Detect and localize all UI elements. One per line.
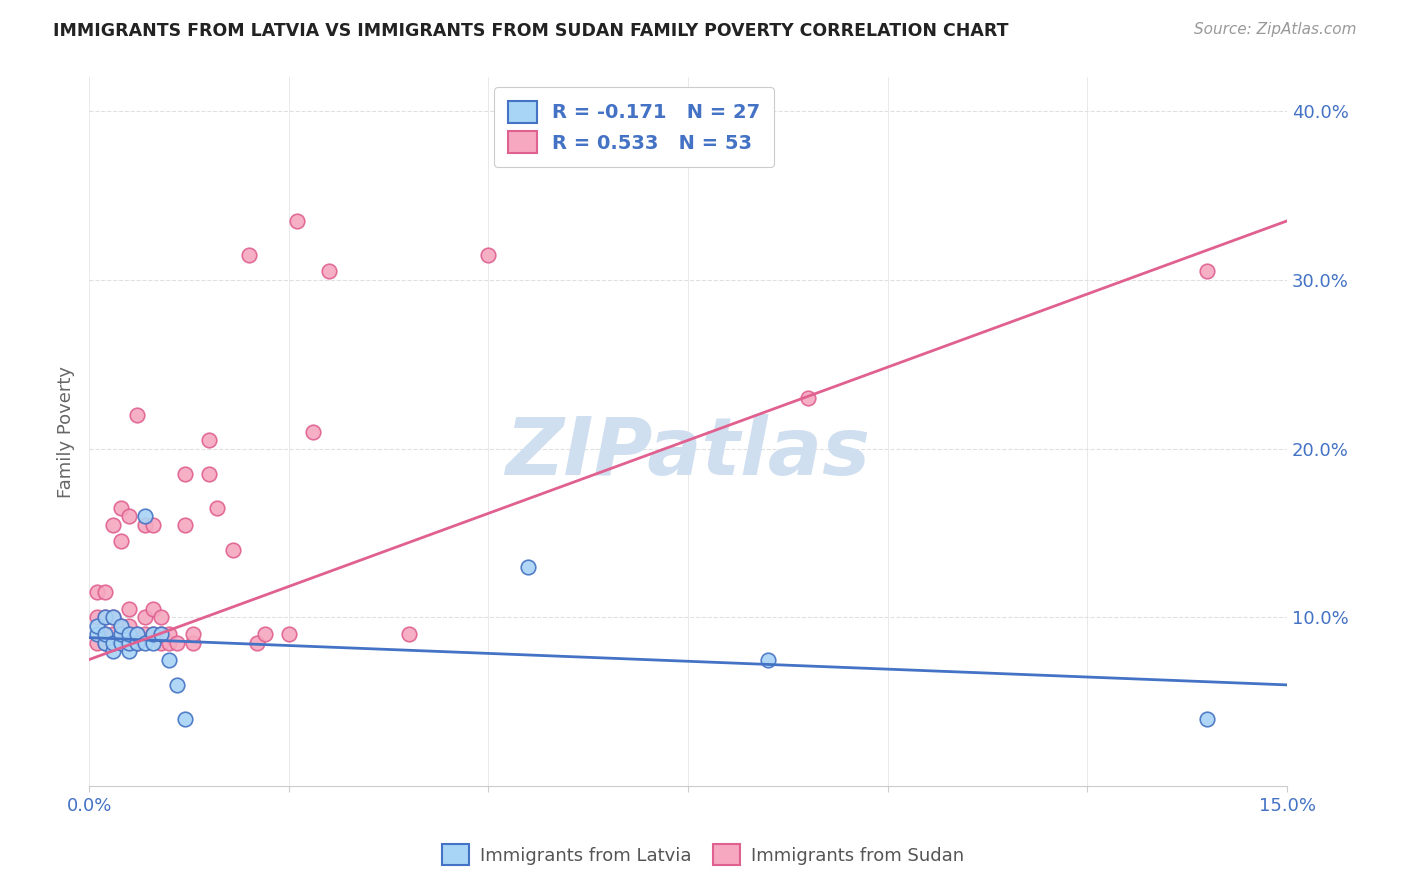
Point (181, 627, 204, 641)
Point (101, 610, 124, 624)
Point (222, 542, 245, 557)
Point (94, 610, 117, 624)
Point (149, 627, 172, 641)
Point (94, 585, 117, 599)
Point (198, 467, 221, 481)
Point (110, 636, 132, 650)
Point (110, 500, 132, 515)
Point (134, 509, 156, 524)
Text: ZIPatlas: ZIPatlas (506, 414, 870, 492)
Point (253, 627, 276, 641)
Point (110, 636, 132, 650)
Point (157, 636, 180, 650)
Point (86, 619, 108, 633)
Point (118, 627, 141, 641)
Point (157, 627, 180, 641)
Text: Source: ZipAtlas.com: Source: ZipAtlas.com (1194, 22, 1357, 37)
Point (301, 425, 323, 439)
Point (166, 678, 188, 692)
Point (134, 636, 156, 650)
Point (125, 627, 148, 641)
Point (94, 627, 117, 641)
Point (125, 636, 148, 650)
Point (94, 636, 117, 650)
Point (797, 391, 820, 405)
Point (118, 509, 141, 524)
Point (134, 517, 156, 532)
Point (86, 636, 108, 650)
Y-axis label: Family Poverty: Family Poverty (58, 366, 75, 498)
Point (1197, 712, 1219, 726)
Point (157, 652, 180, 666)
Point (318, 264, 340, 278)
Point (110, 619, 132, 633)
Point (142, 602, 165, 616)
Point (166, 636, 188, 650)
Legend: Immigrants from Latvia, Immigrants from Sudan: Immigrants from Latvia, Immigrants from … (434, 837, 972, 872)
Point (94, 627, 117, 641)
Point (134, 610, 156, 624)
Point (174, 517, 197, 532)
Point (517, 559, 540, 574)
Point (205, 500, 228, 515)
Point (756, 652, 779, 666)
Point (149, 610, 172, 624)
Point (101, 636, 124, 650)
Point (110, 627, 132, 641)
Point (125, 636, 148, 650)
Point (118, 636, 141, 650)
Point (101, 636, 124, 650)
Point (1197, 264, 1219, 278)
Point (238, 247, 260, 261)
Point (398, 627, 420, 641)
Point (118, 602, 141, 616)
Point (142, 627, 165, 641)
Point (149, 627, 172, 641)
Point (198, 434, 221, 448)
Point (142, 627, 165, 641)
Point (125, 627, 148, 641)
Point (86, 627, 108, 641)
Point (118, 619, 141, 633)
Point (101, 610, 124, 624)
Point (94, 610, 117, 624)
Point (277, 627, 299, 641)
Point (86, 610, 108, 624)
Point (142, 636, 165, 650)
Point (149, 636, 172, 650)
Point (174, 712, 197, 726)
Point (101, 644, 124, 658)
Point (118, 636, 141, 650)
Point (110, 619, 132, 633)
Point (134, 627, 156, 641)
Point (285, 214, 308, 228)
Point (101, 517, 124, 532)
Text: IMMIGRANTS FROM LATVIA VS IMMIGRANTS FROM SUDAN FAMILY POVERTY CORRELATION CHART: IMMIGRANTS FROM LATVIA VS IMMIGRANTS FRO… (53, 22, 1010, 40)
Point (181, 636, 204, 650)
Point (142, 517, 165, 532)
Point (94, 636, 117, 650)
Point (125, 408, 148, 422)
Point (118, 644, 141, 658)
Point (246, 636, 269, 650)
Point (174, 467, 197, 481)
Point (110, 534, 132, 549)
Point (101, 627, 124, 641)
Point (86, 585, 108, 599)
Point (477, 247, 499, 261)
Legend: R = -0.171   N = 27, R = 0.533   N = 53: R = -0.171 N = 27, R = 0.533 N = 53 (494, 87, 775, 167)
